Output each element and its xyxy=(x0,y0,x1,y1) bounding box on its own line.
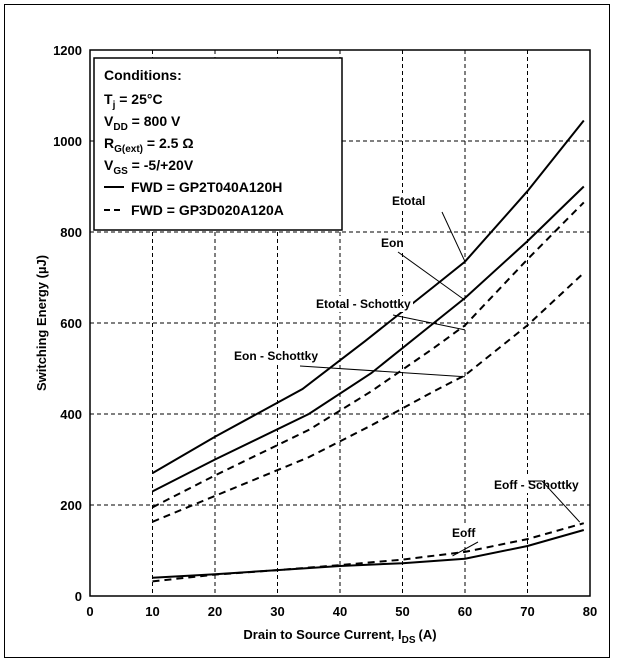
annotation-etotal: Etotal xyxy=(392,194,425,208)
legend: Conditions: Tj = 25°C VDD = 800 V RG(ext… xyxy=(93,57,343,231)
legend-entry-dashed: FWD = GP3D020A120A xyxy=(131,202,284,218)
x-tick-label: 40 xyxy=(333,604,347,619)
x-axis-label: Drain to Source Current, IDS (A) xyxy=(243,627,436,646)
legend-entry-solid: FWD = GP2T040A120H xyxy=(131,179,282,195)
x-tick-label: 20 xyxy=(208,604,222,619)
y-tick-label: 200 xyxy=(60,498,82,513)
condition-tj: Tj = 25°C xyxy=(104,91,163,111)
figure-frame xyxy=(4,4,610,658)
legend-title: Conditions: xyxy=(104,67,182,83)
legend-box xyxy=(93,57,343,231)
annotation-bg-etotal-schottky xyxy=(314,296,414,312)
series-eoff-line xyxy=(152,529,585,579)
x-tick-label: 70 xyxy=(520,604,534,619)
annotation-etotal-schottky: Etotal - Schottky xyxy=(316,297,411,311)
series-eoff-schottky-line xyxy=(152,522,585,583)
annotation-leader-etotal xyxy=(441,211,466,262)
series-lines xyxy=(151,119,585,583)
x-tick-label: 30 xyxy=(270,604,284,619)
annotation-eon: Eon xyxy=(381,236,404,250)
x-tick-label: 60 xyxy=(458,604,472,619)
y-tick-label: 600 xyxy=(60,316,82,331)
y-tick-label: 1000 xyxy=(53,134,82,149)
series-etotal-schottky-line xyxy=(152,201,585,509)
annotation-eon-schottky: Eon - Schottky xyxy=(234,349,318,363)
annotations: Etotal Eon Etotal - Schottky Eon - Schottky… xyxy=(232,193,581,557)
annotation-leader-eon-schottky xyxy=(299,365,466,378)
plot-border xyxy=(89,49,591,597)
x-tick-label: 10 xyxy=(145,604,159,619)
annotation-eoff: Eoff xyxy=(452,526,476,540)
y-tick-labels: 0 200 400 600 800 1000 1200 xyxy=(53,43,82,604)
y-axis-label: Switching Energy (µJ) xyxy=(34,255,49,391)
annotation-bg-eon xyxy=(379,235,406,251)
annotation-leader-eon xyxy=(397,251,466,301)
condition-vdd: VDD = 800 V xyxy=(104,113,181,133)
series-eon-schottky-line xyxy=(152,272,585,523)
annotation-leader-etotal-schottky xyxy=(392,314,466,331)
annotation-bg-etotal xyxy=(390,193,428,209)
annotation-leader-eoff xyxy=(452,541,479,557)
x-tick-labels: 0 10 20 30 40 50 60 70 80 xyxy=(86,604,597,619)
annotation-bg-eoff xyxy=(450,525,479,541)
annotation-bg-eon-schottky xyxy=(232,348,321,364)
x-tick-label: 50 xyxy=(395,604,409,619)
y-tick-label: 400 xyxy=(60,407,82,422)
annotation-bg-eoff-schottky xyxy=(492,477,581,493)
annotation-eoff-schottky: Eoff - Schottky xyxy=(494,478,579,492)
x-tick-label: 80 xyxy=(583,604,597,619)
condition-vgs: VGS = -5/+20V xyxy=(104,157,194,177)
y-tick-label: 800 xyxy=(60,225,82,240)
condition-rg: RG(ext) = 2.5 Ω xyxy=(104,135,194,155)
series-etotal-line xyxy=(151,119,585,474)
y-tick-label: 0 xyxy=(75,589,82,604)
series-eon-line xyxy=(152,185,585,493)
annotation-leader-eoff-schottky xyxy=(528,480,581,523)
y-tick-label: 1200 xyxy=(53,43,82,58)
x-tick-label: 0 xyxy=(86,604,93,619)
